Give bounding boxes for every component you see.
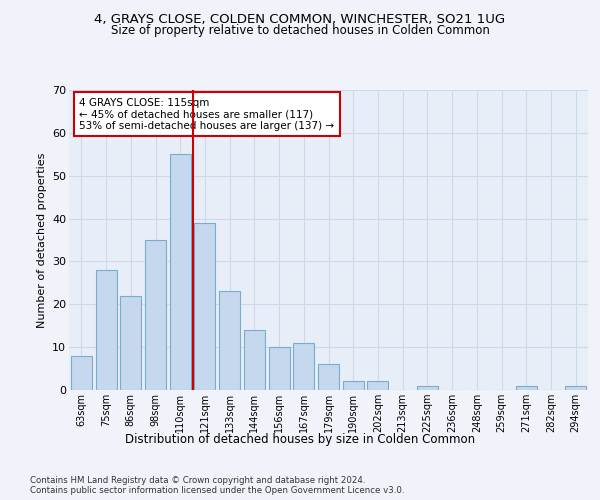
Bar [95, 270, 116, 390]
Bar [194, 223, 215, 390]
Bar [343, 382, 364, 390]
Bar [269, 347, 290, 390]
Bar [244, 330, 265, 390]
Bar [170, 154, 191, 390]
Bar [71, 356, 92, 390]
Bar [318, 364, 339, 390]
Bar [145, 240, 166, 390]
Bar [219, 292, 240, 390]
Bar [120, 296, 141, 390]
Bar [516, 386, 537, 390]
Bar [565, 386, 586, 390]
Text: Distribution of detached houses by size in Colden Common: Distribution of detached houses by size … [125, 432, 475, 446]
Y-axis label: Number of detached properties: Number of detached properties [37, 152, 47, 328]
Text: 4, GRAYS CLOSE, COLDEN COMMON, WINCHESTER, SO21 1UG: 4, GRAYS CLOSE, COLDEN COMMON, WINCHESTE… [94, 12, 506, 26]
Text: Size of property relative to detached houses in Colden Common: Size of property relative to detached ho… [110, 24, 490, 37]
Text: Contains HM Land Registry data © Crown copyright and database right 2024.
Contai: Contains HM Land Registry data © Crown c… [30, 476, 404, 495]
Bar [417, 386, 438, 390]
Bar [293, 343, 314, 390]
Text: 4 GRAYS CLOSE: 115sqm
← 45% of detached houses are smaller (117)
53% of semi-det: 4 GRAYS CLOSE: 115sqm ← 45% of detached … [79, 98, 335, 130]
Bar [367, 382, 388, 390]
